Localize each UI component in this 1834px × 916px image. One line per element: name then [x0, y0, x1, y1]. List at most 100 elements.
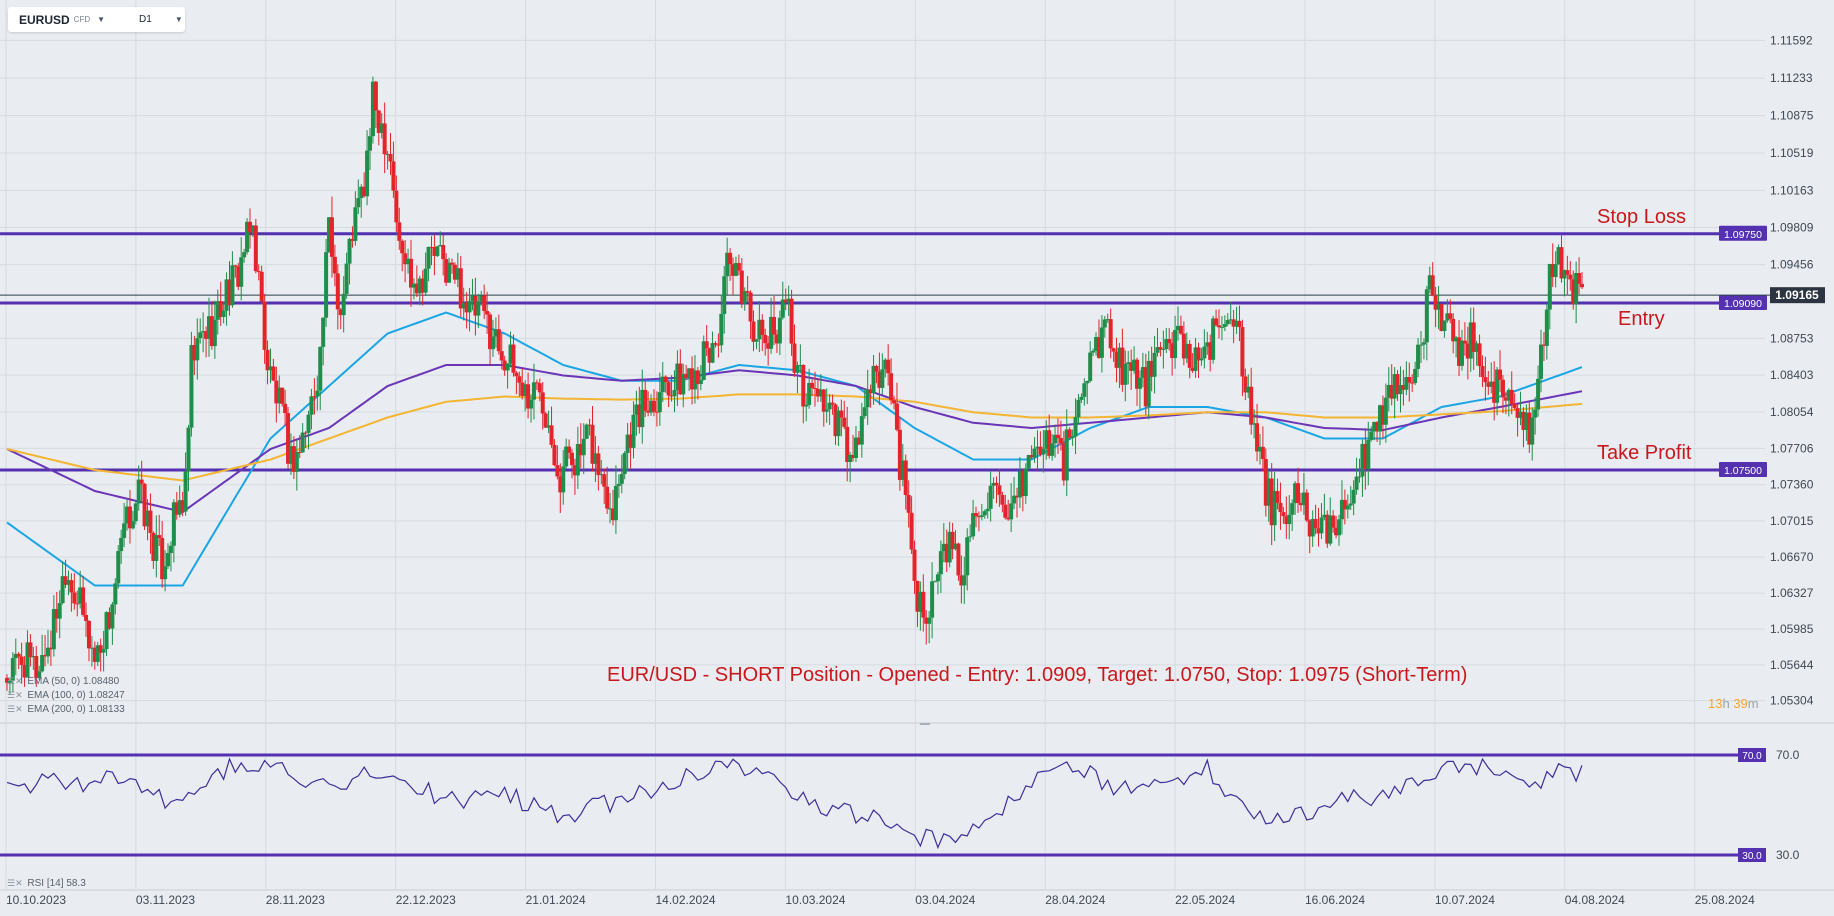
candle-body — [1181, 333, 1186, 359]
candle-body — [359, 186, 364, 199]
candle-body — [1468, 322, 1473, 359]
indicator-settings-icon[interactable]: ☰✕ — [7, 704, 23, 714]
candle-body — [508, 344, 513, 364]
candle-body — [1500, 379, 1505, 398]
candle-body — [408, 258, 413, 288]
candle-body — [1164, 339, 1169, 349]
indicator-legend-ema100[interactable]: ☰✕ EMA (100, 0) 1.08247 — [7, 690, 125, 701]
candle-body — [1462, 340, 1467, 344]
candle-body — [1196, 347, 1201, 361]
candle-body — [877, 371, 882, 388]
candle-body — [1380, 405, 1385, 425]
caret-down-icon[interactable]: ▼ — [174, 15, 183, 24]
candle-body — [315, 390, 320, 397]
candle-body — [48, 647, 53, 650]
candles — [5, 76, 1584, 695]
candle-body — [1269, 478, 1274, 526]
level-price-label: 1.09090 — [1724, 298, 1762, 310]
candle-body — [171, 502, 176, 546]
candle-body — [1304, 492, 1309, 521]
candle-body — [1418, 344, 1423, 346]
candle-body — [763, 334, 768, 344]
candle-body — [186, 427, 191, 472]
indicator-value: 1.08133 — [88, 704, 125, 715]
indicator-legend-ema200[interactable]: ☰✕ EMA (200, 0) 1.08133 — [7, 704, 125, 715]
level-lines[interactable]: 1.09750 1.09090 1.07500 1.09165 — [0, 225, 1825, 477]
candle-body — [1249, 386, 1254, 425]
symbol-toolbar[interactable]: EURUSD CFD ▼ D1 ▼ — [8, 7, 185, 32]
candle-body — [1126, 362, 1131, 364]
candle-body — [212, 319, 217, 347]
candle-body — [903, 460, 908, 496]
candle-body — [1407, 377, 1412, 383]
candle-body — [1480, 366, 1485, 378]
candle-body — [31, 656, 36, 658]
candle-body — [1301, 492, 1306, 506]
candle-body — [1383, 397, 1388, 425]
indicator-value: 1.08247 — [88, 690, 125, 701]
candle-body — [1117, 347, 1122, 368]
candle-body — [608, 508, 613, 510]
candle-body — [1360, 443, 1365, 477]
candle-body — [1064, 429, 1069, 481]
candle-body — [204, 331, 209, 339]
candle-body — [482, 295, 487, 312]
indicator-settings-icon[interactable]: ☰✕ — [7, 878, 23, 888]
candle-body — [725, 252, 730, 277]
y-tick-label: 1.08753 — [1770, 331, 1814, 345]
candle-body — [1319, 517, 1324, 534]
candle-body — [681, 373, 686, 395]
indicator-settings-icon[interactable]: ☰✕ — [7, 690, 23, 700]
candle-body — [900, 460, 905, 480]
y-tick-label: 1.10163 — [1770, 183, 1814, 197]
countdown-minutes-unit: m — [1747, 696, 1759, 711]
current-price-label: 1.09165 — [1775, 288, 1819, 302]
symbol-label[interactable]: EURUSD — [19, 12, 70, 27]
candle-body — [1070, 436, 1075, 438]
candle-body — [610, 508, 615, 521]
candle-body — [368, 136, 373, 151]
candle-body — [133, 503, 138, 522]
candle-body — [7, 680, 12, 683]
candle-body — [1474, 343, 1479, 352]
candle-body — [924, 617, 929, 624]
candle-body — [329, 217, 334, 257]
candle-body — [1111, 348, 1116, 352]
candle-body — [1424, 289, 1429, 343]
candle-body — [476, 301, 481, 316]
candle-body — [432, 247, 437, 256]
candle-body — [731, 264, 736, 276]
candle-body — [745, 291, 750, 293]
candle-body — [710, 343, 715, 363]
candle-body — [379, 123, 384, 133]
candle-body — [856, 437, 861, 445]
level-annotation: Entry — [1618, 308, 1665, 330]
candle-body — [353, 207, 358, 241]
indicator-legend-ema50[interactable]: ☰✕ EMA (50, 0) 1.08480 — [7, 676, 119, 687]
indicator-legend-rsi[interactable]: ☰✕ RSI [14] 58.3 — [7, 878, 86, 889]
candle-body — [201, 331, 206, 333]
timeframe-label[interactable]: D1 — [139, 14, 152, 25]
candle-body — [189, 345, 194, 428]
candle-body — [912, 549, 917, 581]
candle-body — [824, 409, 829, 412]
candle-body — [1023, 468, 1028, 497]
candle-body — [373, 81, 378, 111]
indicator-settings-icon[interactable]: ☰✕ — [7, 676, 23, 686]
candle-body — [473, 295, 478, 316]
candle-body — [769, 316, 774, 349]
candle-body — [1073, 417, 1078, 437]
candle-body — [1334, 527, 1339, 536]
candle-body — [1193, 347, 1198, 371]
candle-body — [1410, 382, 1415, 384]
candle-body — [572, 465, 577, 476]
x-tick-label: 22.05.2024 — [1175, 893, 1235, 907]
candle-body — [72, 592, 77, 604]
candle-body — [558, 476, 563, 493]
x-tick-label: 10.03.2024 — [785, 893, 845, 907]
y-tick-label: 1.09456 — [1770, 258, 1814, 272]
caret-down-icon[interactable]: ▼ — [97, 15, 106, 24]
candle-body — [1014, 495, 1019, 498]
